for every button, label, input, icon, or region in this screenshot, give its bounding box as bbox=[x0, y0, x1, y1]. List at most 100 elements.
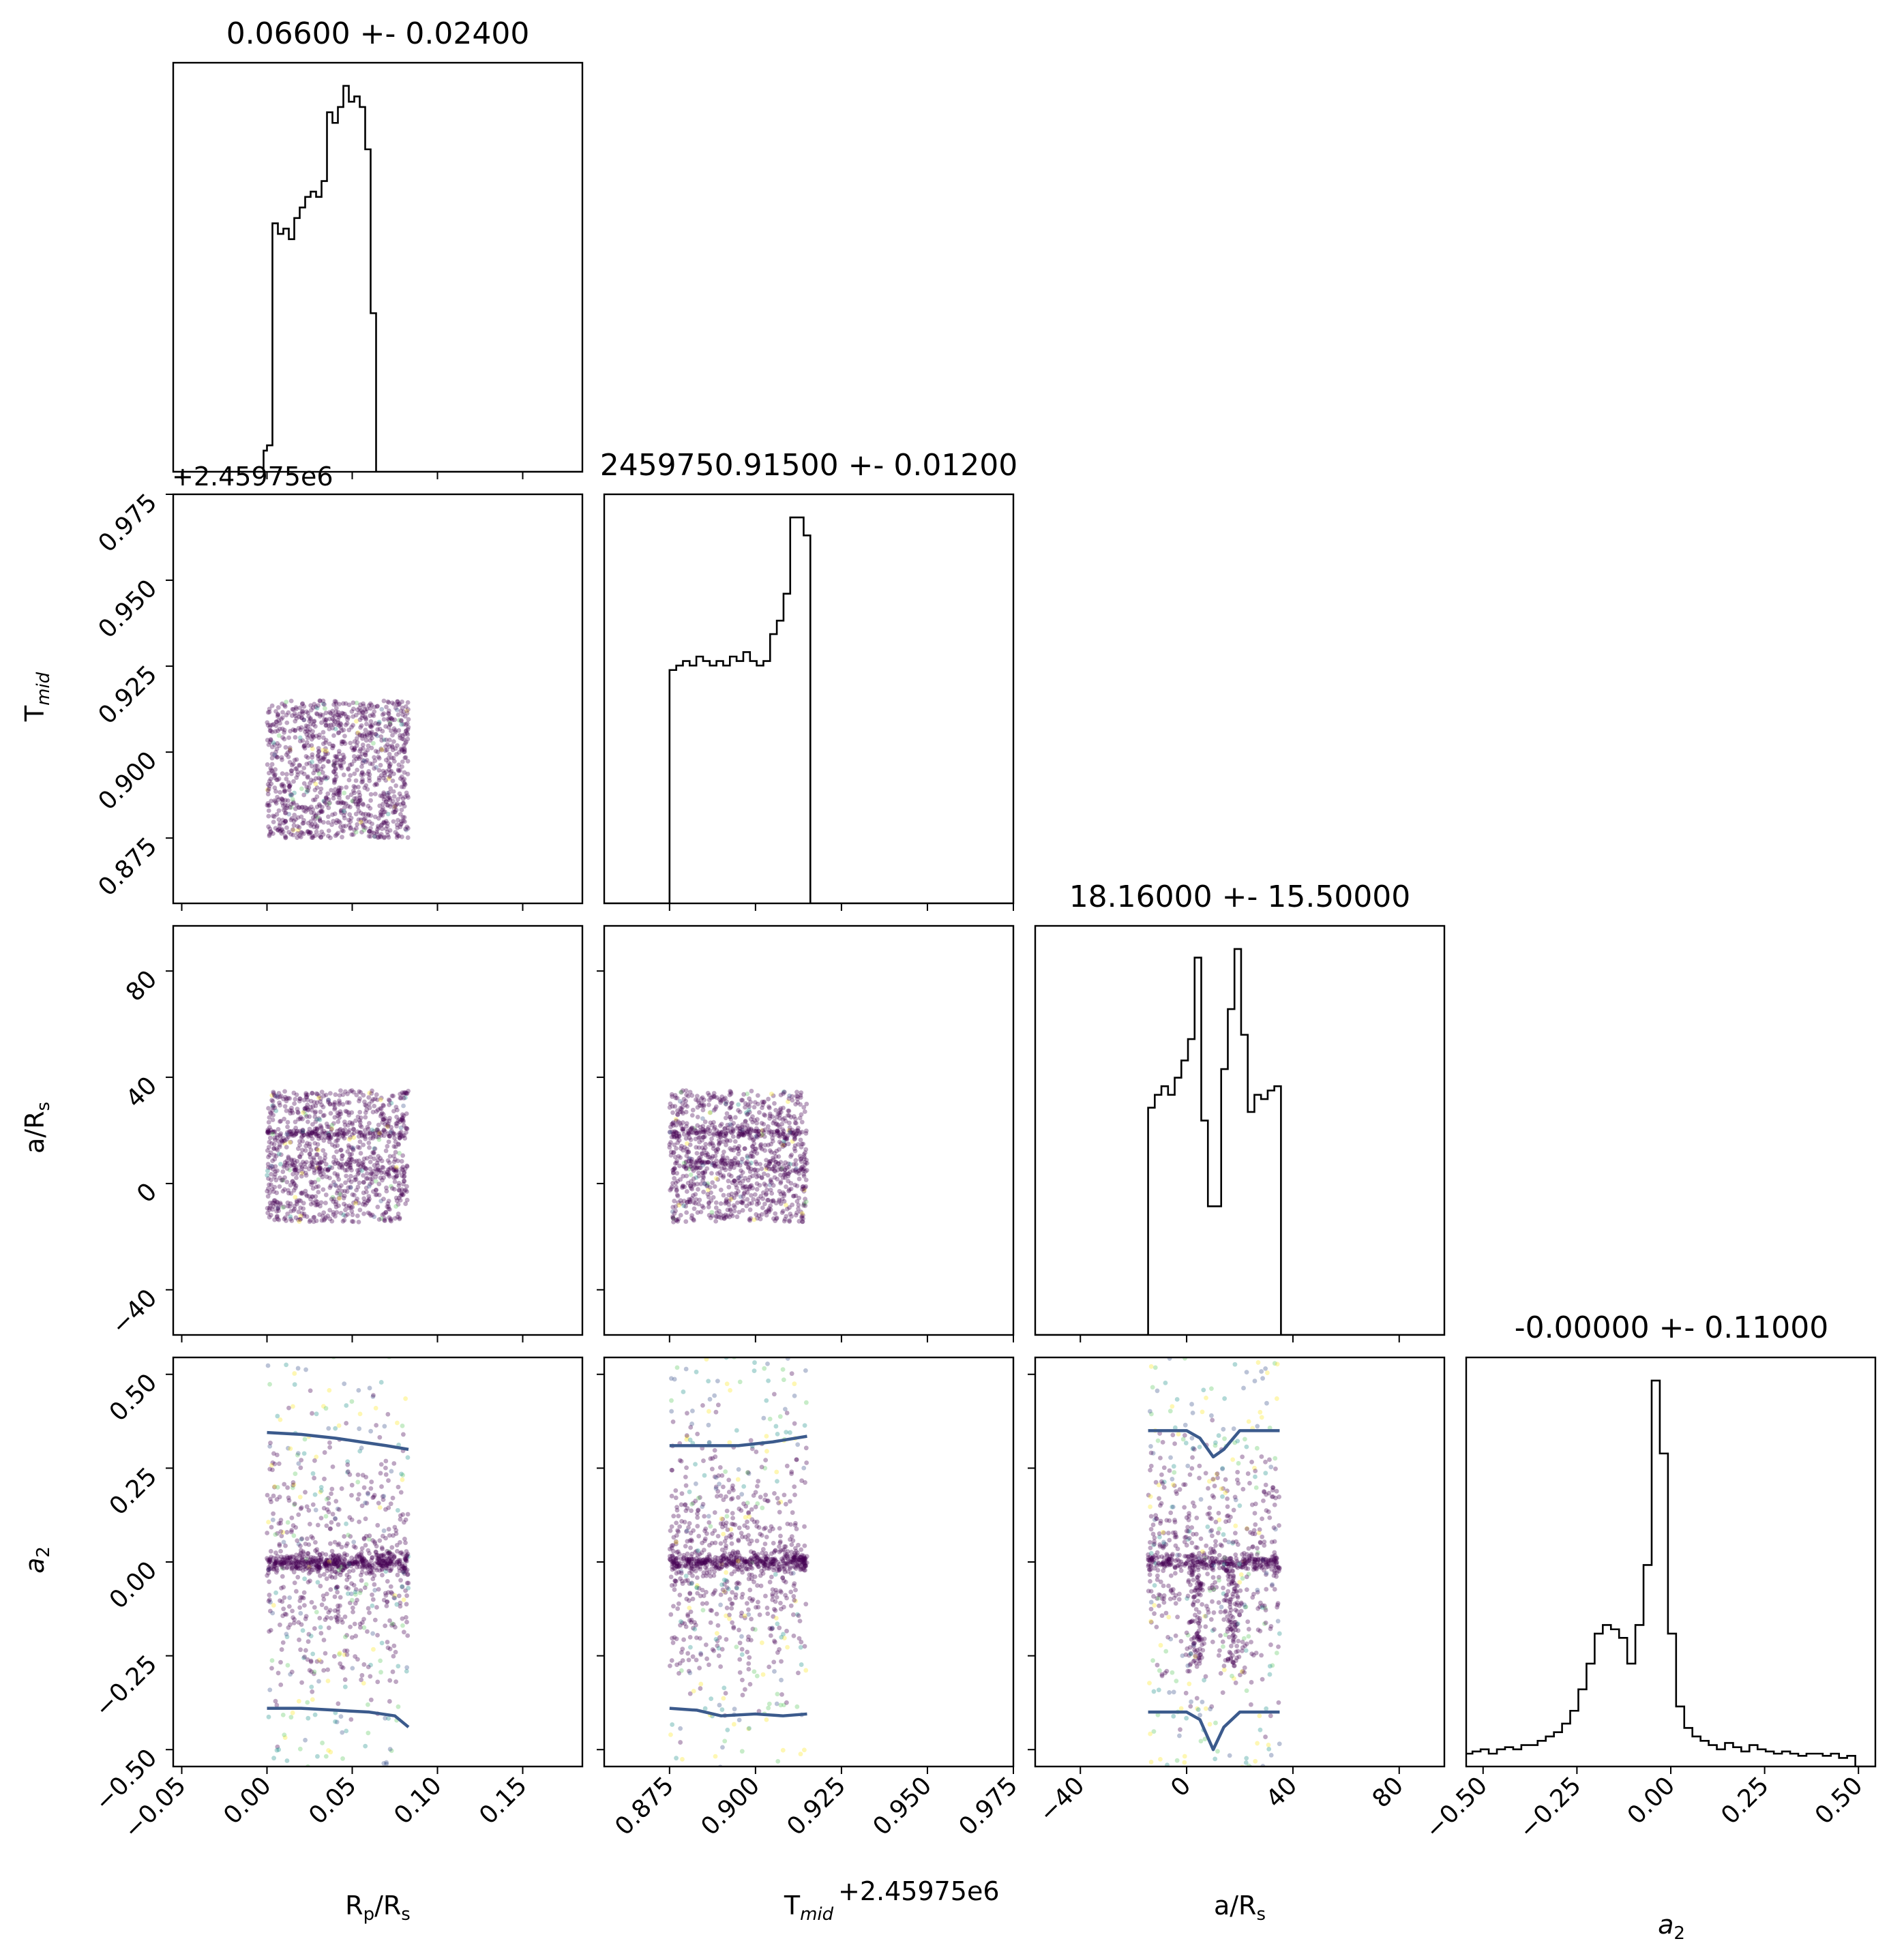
scatter-point bbox=[288, 793, 293, 798]
scatter-point bbox=[774, 1215, 779, 1220]
scatter-point bbox=[389, 1557, 394, 1562]
scatter-point bbox=[290, 1485, 295, 1490]
scatter-point bbox=[398, 768, 403, 773]
scatter-point bbox=[344, 1728, 349, 1734]
scatter-point bbox=[324, 1561, 329, 1567]
scatter-point bbox=[701, 1548, 706, 1552]
scatter-point bbox=[318, 1516, 324, 1521]
scatter-point bbox=[396, 1141, 401, 1147]
scatter-point bbox=[730, 1180, 735, 1185]
scatter-point bbox=[717, 1208, 722, 1214]
scatter-point bbox=[672, 1161, 678, 1166]
scatter-point bbox=[301, 1110, 306, 1115]
scatter-point bbox=[333, 1516, 338, 1521]
scatter-point bbox=[382, 770, 387, 776]
scatter-point bbox=[384, 1185, 389, 1190]
scatter-point bbox=[376, 1561, 382, 1565]
scatter-point bbox=[797, 1154, 803, 1159]
scatter-point bbox=[387, 715, 393, 721]
scatter-point bbox=[301, 1212, 307, 1216]
scatter-point bbox=[265, 1168, 270, 1173]
scatter-point bbox=[674, 1578, 679, 1584]
scatter-point bbox=[682, 1164, 687, 1169]
scatter-point bbox=[803, 1203, 808, 1208]
scatter-point bbox=[316, 756, 321, 762]
scatter-point bbox=[681, 1183, 685, 1188]
scatter-point bbox=[326, 1132, 331, 1138]
scatter-point bbox=[700, 1145, 705, 1150]
scatter-point bbox=[761, 1122, 767, 1127]
scatter-point bbox=[700, 1402, 705, 1408]
scatter-point bbox=[784, 1137, 789, 1141]
scatter-point bbox=[396, 833, 402, 839]
scatter-point bbox=[303, 729, 308, 734]
scatter-point bbox=[669, 1493, 674, 1499]
scatter-point bbox=[758, 1216, 763, 1222]
scatter-point bbox=[274, 777, 280, 782]
scatter-point bbox=[361, 1179, 366, 1185]
scatter-point bbox=[318, 1490, 323, 1494]
scatter-point bbox=[780, 1575, 786, 1580]
scatter-point bbox=[782, 1134, 788, 1140]
scatter-point bbox=[773, 1122, 779, 1127]
scatter-point bbox=[335, 1172, 340, 1177]
scatter-point bbox=[293, 1126, 299, 1130]
scatter-point bbox=[369, 702, 374, 708]
scatter-point bbox=[269, 1171, 274, 1177]
scatter-point bbox=[724, 1543, 729, 1548]
scatter-point bbox=[267, 728, 273, 734]
scatter-point bbox=[372, 1096, 378, 1102]
scatter-point bbox=[709, 1696, 714, 1702]
scatter-point bbox=[731, 1161, 736, 1167]
scatter-point bbox=[311, 722, 316, 727]
scatter-point bbox=[403, 1540, 408, 1546]
scatter-point bbox=[368, 731, 373, 736]
scatter-point bbox=[721, 1214, 726, 1219]
scatter-point bbox=[358, 1089, 363, 1095]
scatter-point bbox=[387, 798, 393, 802]
scatter-point bbox=[275, 1168, 280, 1173]
scatter-point bbox=[303, 809, 308, 814]
scatter-point bbox=[353, 778, 359, 783]
scatter-point bbox=[799, 1478, 805, 1484]
scatter-point bbox=[320, 1551, 325, 1557]
scatter-point bbox=[363, 1186, 369, 1190]
scatter-point bbox=[269, 722, 275, 727]
scatter-point bbox=[331, 780, 337, 785]
scatter-point bbox=[339, 739, 344, 745]
scatter-point bbox=[346, 766, 351, 771]
scatter-point bbox=[348, 826, 353, 831]
scatter-point bbox=[747, 1130, 753, 1135]
scatter-point bbox=[344, 785, 349, 790]
scatter-point bbox=[719, 1166, 724, 1171]
scatter-point bbox=[323, 720, 328, 725]
scatter-point bbox=[298, 1647, 303, 1653]
scatter-point bbox=[681, 1096, 687, 1102]
scatter-point bbox=[268, 1128, 273, 1132]
scatter-point bbox=[290, 1608, 295, 1614]
scatter-point bbox=[398, 1490, 404, 1495]
scatter-point bbox=[381, 1102, 386, 1108]
scatter-point bbox=[343, 1180, 348, 1186]
scatter-point bbox=[737, 1670, 743, 1675]
scatter-point bbox=[685, 1539, 690, 1544]
scatter-point bbox=[684, 1153, 689, 1158]
scatter-point bbox=[271, 1561, 277, 1566]
scatter-point bbox=[372, 814, 378, 820]
scatter-point bbox=[782, 1089, 787, 1095]
scatter-point bbox=[375, 1167, 381, 1172]
scatter-point bbox=[321, 798, 327, 804]
scatter-point bbox=[341, 828, 346, 834]
scatter-point bbox=[368, 1428, 374, 1434]
scatter-point bbox=[749, 1151, 754, 1156]
scatter-point bbox=[349, 1482, 355, 1488]
scatter-point bbox=[359, 830, 364, 835]
scatter-point bbox=[380, 712, 385, 717]
scatter-point bbox=[780, 1747, 786, 1753]
y-tick-label: 0.925 bbox=[93, 660, 162, 730]
scatter-point bbox=[277, 1494, 282, 1500]
scatter-point bbox=[265, 1205, 270, 1211]
scatter-point bbox=[679, 1668, 684, 1673]
scatter-point bbox=[406, 725, 411, 730]
scatter-point bbox=[750, 1114, 755, 1119]
